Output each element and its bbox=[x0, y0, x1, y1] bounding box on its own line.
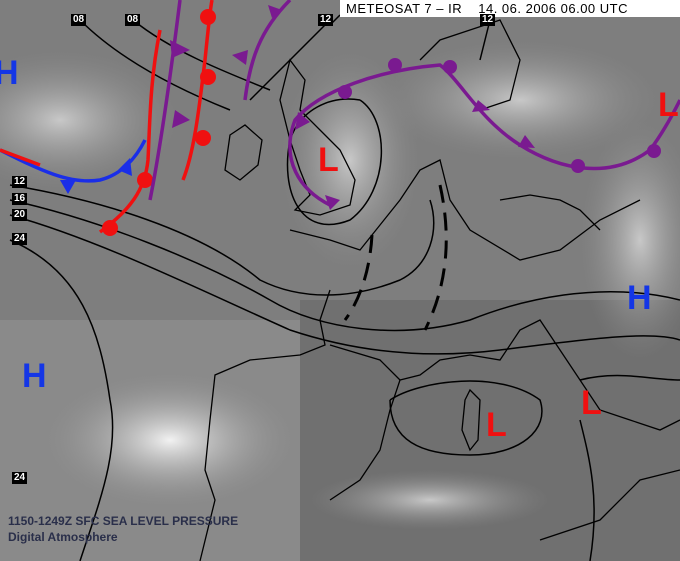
isobar-label: 20 bbox=[12, 209, 28, 221]
low-pressure-center: L bbox=[658, 86, 679, 124]
high-pressure-center: H bbox=[22, 357, 47, 395]
satellite-label: METEOSAT 7 – IR bbox=[346, 1, 463, 16]
product-label: 1150-1249Z SFC SEA LEVEL PRESSURE bbox=[8, 514, 239, 528]
isobar-label: 16 bbox=[12, 193, 28, 205]
occluded-front-marks bbox=[170, 5, 661, 210]
high-pressure-center: H bbox=[627, 279, 652, 317]
isobar-label: 08 bbox=[71, 14, 87, 26]
isobar-label: 12 bbox=[480, 14, 496, 26]
low-pressure-center: L bbox=[581, 384, 602, 422]
isobar-label: 12 bbox=[12, 176, 28, 188]
low-pressure-center: L bbox=[318, 141, 339, 179]
trough-lines bbox=[343, 184, 448, 331]
isobar-label: 08 bbox=[125, 14, 141, 26]
source-label: Digital Atmosphere bbox=[8, 530, 118, 544]
cloud-mass bbox=[40, 370, 300, 510]
datetime-label: 14. 06. 2006 06.00 UTC bbox=[478, 1, 628, 16]
warm-front-marks bbox=[102, 9, 216, 236]
low-pressure-center: L bbox=[486, 406, 507, 444]
isobar-label: 12 bbox=[318, 14, 334, 26]
isobars bbox=[9, 14, 680, 561]
isobar-label: 24 bbox=[12, 472, 28, 484]
isobar-label: 24 bbox=[12, 233, 28, 245]
image-header: METEOSAT 7 – IR 14. 06. 2006 06.00 UTC bbox=[340, 0, 680, 17]
cold-front bbox=[0, 139, 147, 194]
high-pressure-center: H bbox=[0, 54, 19, 92]
coastlines bbox=[199, 19, 680, 561]
